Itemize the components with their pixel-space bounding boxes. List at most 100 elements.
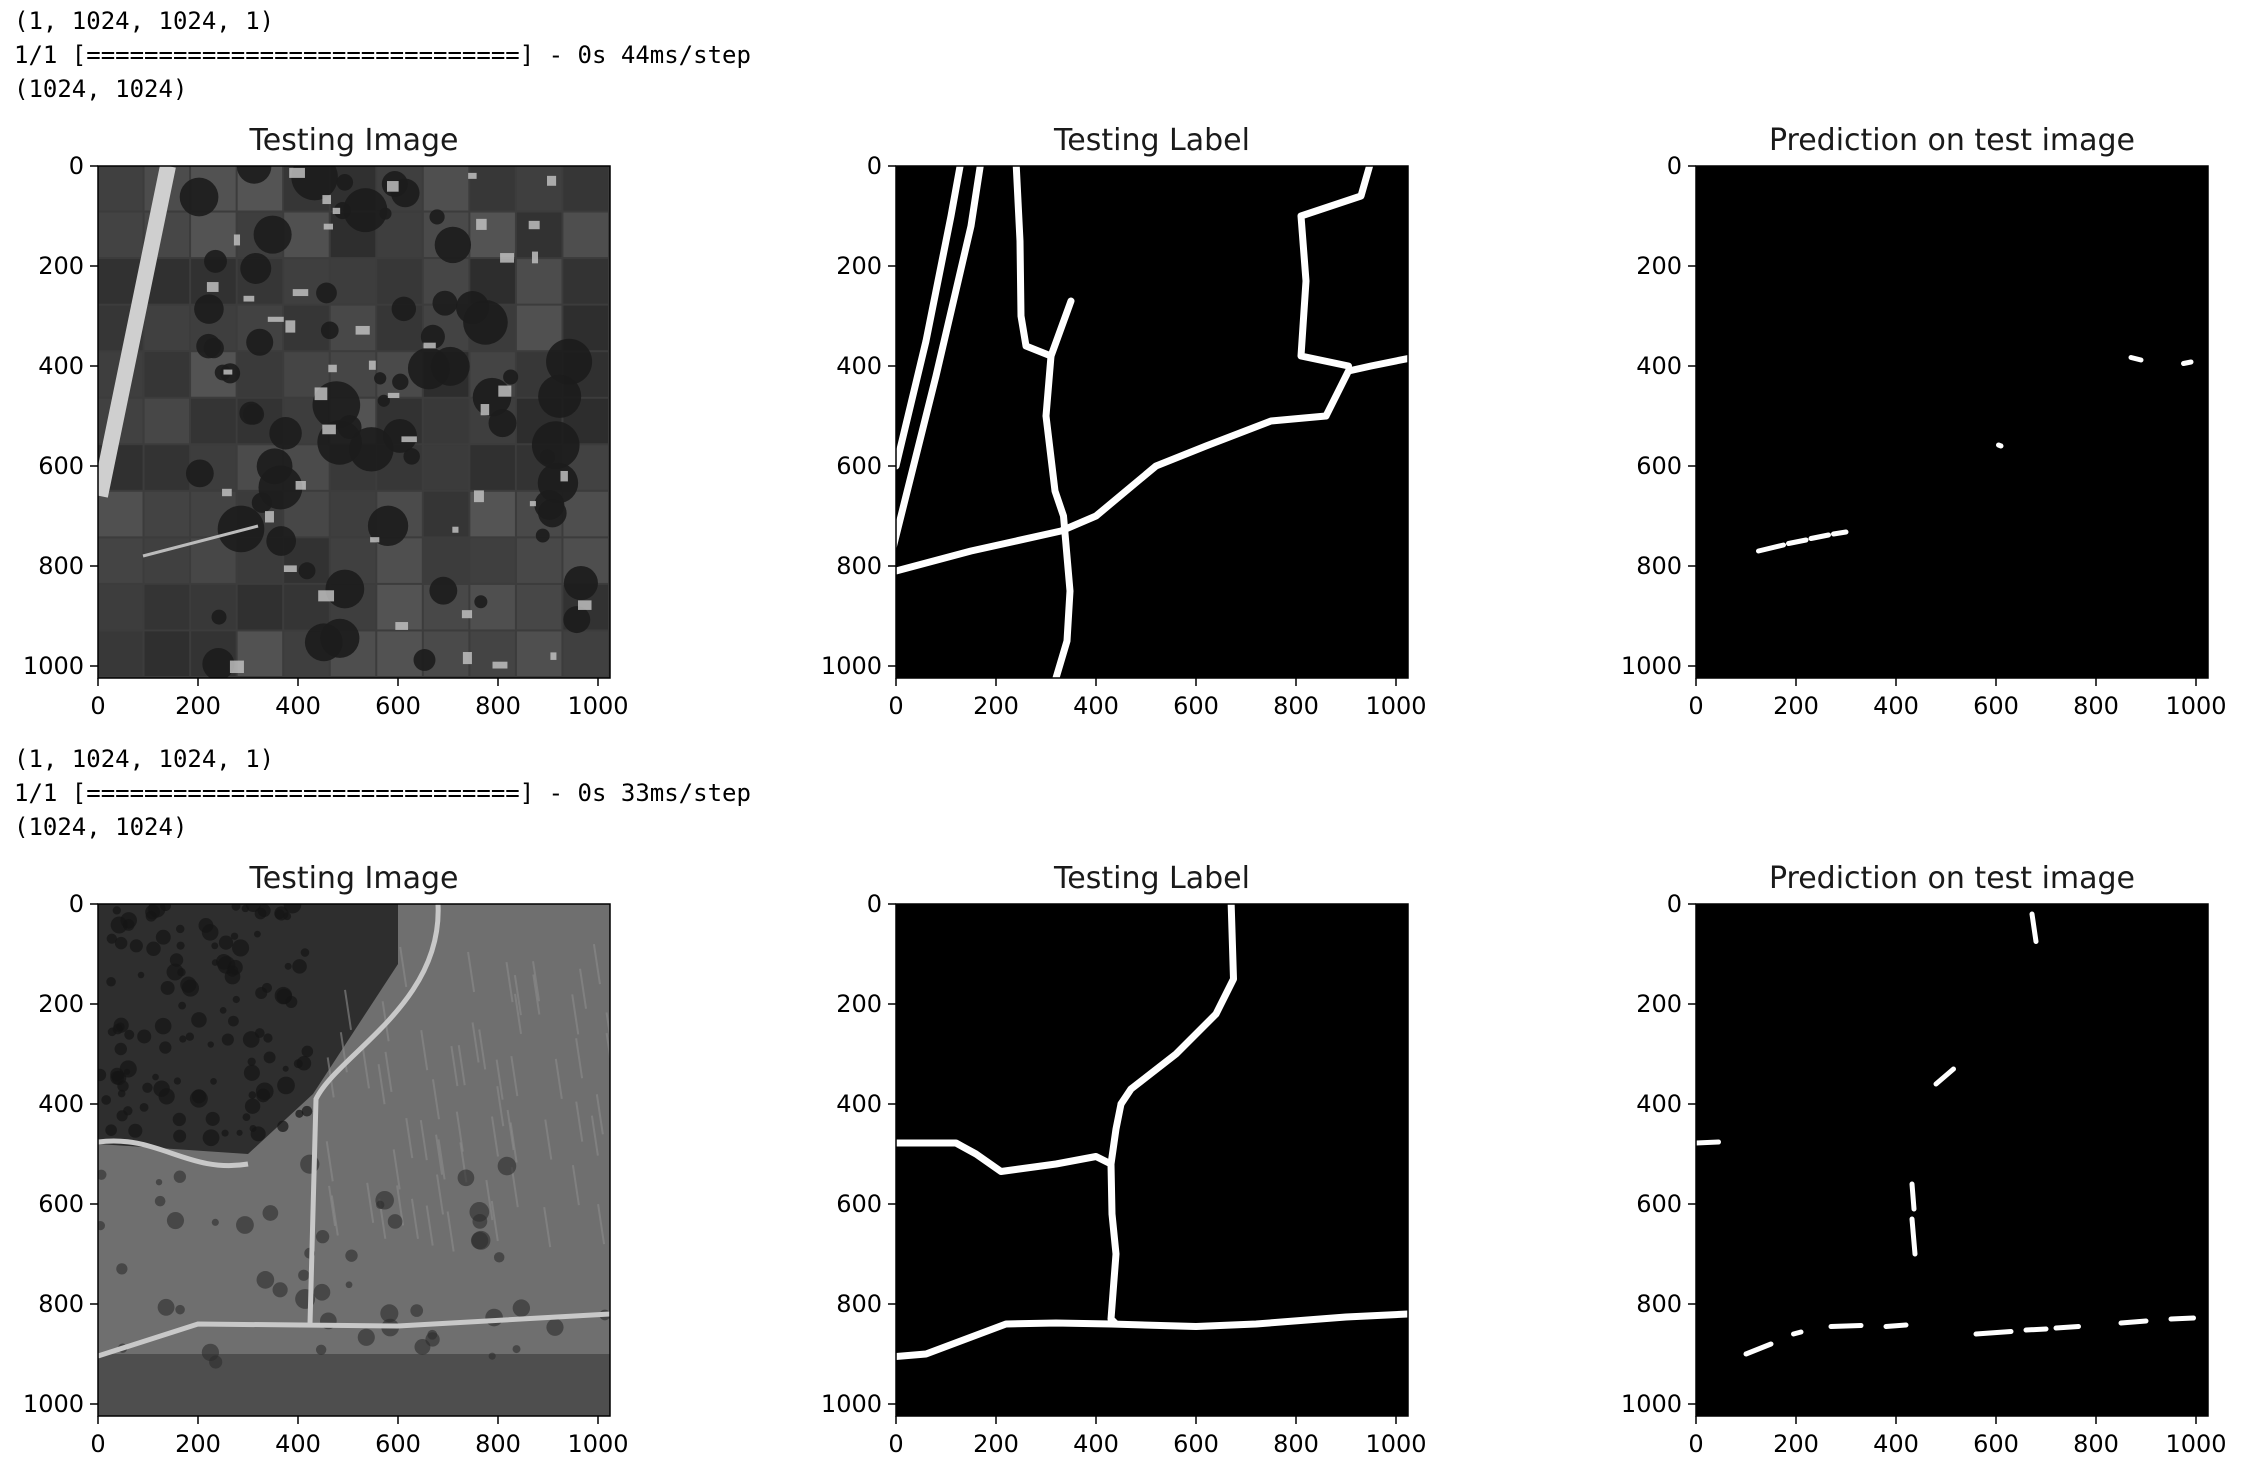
x-tick-label: 600 bbox=[1173, 692, 1219, 720]
subplot-3: Prediction on test image 0 200 400 600 800 100… bbox=[1621, 861, 2227, 1458]
y-tick-label: 800 bbox=[38, 552, 84, 580]
x-tick-label: 1000 bbox=[1365, 692, 1426, 720]
x-tick-label: 0 bbox=[90, 1430, 105, 1458]
x-tick-label: 400 bbox=[1873, 692, 1919, 720]
y-tick-label: 600 bbox=[38, 1190, 84, 1218]
road-segment-5 bbox=[1322, 355, 1408, 420]
y-tick-label: 600 bbox=[836, 1190, 882, 1218]
prediction-blob-6 bbox=[1791, 1329, 1804, 1337]
road-segment-0 bbox=[1117, 904, 1237, 1108]
x-tick-label: 1000 bbox=[1365, 1430, 1426, 1458]
x-tick-label: 200 bbox=[973, 1430, 1019, 1458]
aerial-photo bbox=[98, 166, 610, 678]
panel-title: Prediction on test image bbox=[1769, 123, 2135, 158]
x-tick-label: 200 bbox=[175, 1430, 221, 1458]
axes-frame bbox=[895, 903, 1409, 1417]
y-tick-label: 400 bbox=[836, 352, 882, 380]
prediction-blob-9 bbox=[1973, 1329, 2014, 1337]
x-tick-label: 800 bbox=[1273, 1430, 1319, 1458]
output-block-2: (1, 1024, 1024, 1) 1/1 [================… bbox=[0, 738, 2246, 1478]
y-tick-label: 1000 bbox=[23, 1390, 84, 1418]
y-tick-label: 800 bbox=[1636, 1290, 1682, 1318]
x-tick-label: 0 bbox=[888, 1430, 903, 1458]
y-tick-label: 1000 bbox=[821, 1390, 882, 1418]
y-tick-label: 800 bbox=[1636, 552, 1682, 580]
prediction-blob-4 bbox=[2128, 355, 2144, 363]
y-tick-label: 400 bbox=[1636, 1090, 1682, 1118]
y-tick-label: 200 bbox=[1636, 252, 1682, 280]
x-tick-label: 0 bbox=[1688, 692, 1703, 720]
y-tick-label: 600 bbox=[836, 452, 882, 480]
mask-background bbox=[896, 166, 1408, 678]
road-segment-1 bbox=[1107, 1100, 1125, 1328]
road-segment-3 bbox=[896, 1310, 1408, 1360]
x-tick-label: 200 bbox=[1773, 692, 1819, 720]
y-tick-label: 800 bbox=[836, 552, 882, 580]
x-tick-label: 600 bbox=[375, 692, 421, 720]
console-line-1: (1, 1024, 1024, 1) bbox=[14, 745, 275, 773]
y-tick-label: 0 bbox=[867, 152, 882, 180]
x-tick-label: 800 bbox=[475, 1430, 521, 1458]
x-tick-label: 600 bbox=[1173, 1430, 1219, 1458]
x-tick-label: 400 bbox=[275, 692, 321, 720]
prediction-blob-7 bbox=[1828, 1323, 1864, 1329]
prediction-blob-4 bbox=[1909, 1216, 1918, 1257]
y-tick-label: 200 bbox=[38, 990, 84, 1018]
road-segment-6 bbox=[1297, 166, 1374, 370]
panel-title: Testing Label bbox=[1053, 123, 1250, 158]
axes-frame bbox=[1695, 165, 2209, 679]
x-tick-label: 800 bbox=[2073, 692, 2119, 720]
prediction-blob-8 bbox=[1883, 1322, 1909, 1329]
y-tick-label: 800 bbox=[836, 1290, 882, 1318]
y-tick-label: 0 bbox=[867, 890, 882, 918]
x-tick-label: 400 bbox=[1873, 1430, 1919, 1458]
x-tick-label: 0 bbox=[1688, 1430, 1703, 1458]
prediction-blob-3 bbox=[1909, 1181, 1917, 1212]
prediction-blob-2 bbox=[1696, 1139, 1721, 1146]
road-segment-1 bbox=[896, 166, 984, 549]
prediction-blob-2 bbox=[1808, 532, 1831, 541]
y-tick-label: 0 bbox=[69, 152, 84, 180]
road-segment-3 bbox=[1042, 352, 1074, 678]
x-tick-label: 600 bbox=[1973, 1430, 2019, 1458]
y-tick-label: 200 bbox=[836, 990, 882, 1018]
x-tick-label: 1000 bbox=[567, 1430, 628, 1458]
x-tick-label: 1000 bbox=[567, 692, 628, 720]
x-tick-label: 0 bbox=[90, 692, 105, 720]
prediction-blob-1 bbox=[1933, 1066, 1956, 1087]
x-tick-label: 0 bbox=[888, 692, 903, 720]
y-tick-label: 400 bbox=[38, 352, 84, 380]
prediction-blob-10 bbox=[2023, 1326, 2049, 1333]
x-tick-label: 400 bbox=[1073, 1430, 1119, 1458]
console-line-3: (1024, 1024) bbox=[14, 813, 188, 841]
console-line-2: 1/1 [==============================] - 0… bbox=[14, 41, 751, 69]
y-tick-label: 0 bbox=[69, 890, 84, 918]
mask-background bbox=[1696, 904, 2208, 1416]
y-tick-label: 600 bbox=[1636, 1190, 1682, 1218]
console-line-2: 1/1 [==============================] - 0… bbox=[14, 779, 751, 807]
subplot-3: Prediction on test image 0 200 400 600 800 100… bbox=[1621, 123, 2227, 720]
prediction-blob-0 bbox=[2029, 911, 2039, 944]
console-line-1: (1, 1024, 1024, 1) bbox=[14, 7, 275, 35]
y-tick-label: 1000 bbox=[1621, 652, 1682, 680]
prediction-blob-6 bbox=[1996, 442, 2004, 449]
x-tick-label: 600 bbox=[1973, 692, 2019, 720]
axes-frame bbox=[97, 903, 611, 1417]
road-segment-2 bbox=[896, 1139, 1115, 1175]
aerial-photo bbox=[98, 904, 610, 1416]
y-tick-label: 600 bbox=[1636, 452, 1682, 480]
y-tick-label: 0 bbox=[1667, 152, 1682, 180]
prediction-blob-11 bbox=[2053, 1324, 2081, 1331]
prediction-blob-13 bbox=[2168, 1315, 2196, 1322]
axes-frame bbox=[97, 165, 611, 679]
x-tick-label: 1000 bbox=[2165, 1430, 2226, 1458]
x-tick-label: 1000 bbox=[2165, 692, 2226, 720]
y-tick-label: 1000 bbox=[821, 652, 882, 680]
panel-title: Testing Image bbox=[249, 861, 459, 896]
output-block-1: (1, 1024, 1024, 1) 1/1 [================… bbox=[14, 7, 2227, 720]
prediction-blob-3 bbox=[1831, 529, 1849, 537]
y-tick-label: 600 bbox=[38, 452, 84, 480]
